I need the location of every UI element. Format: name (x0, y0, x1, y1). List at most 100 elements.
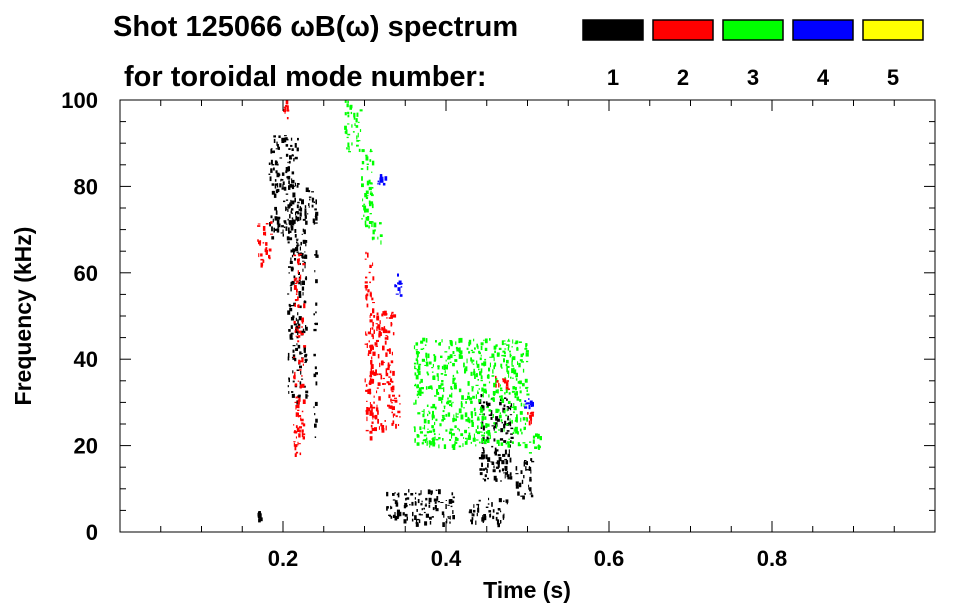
spectral-speckle (475, 444, 477, 447)
spectral-speckle (478, 399, 481, 403)
y-tick-label: 20 (74, 434, 98, 459)
spectral-speckle (304, 263, 306, 269)
spectral-speckle (481, 387, 484, 392)
spectral-speckle (285, 137, 288, 140)
spectral-speckle (392, 514, 396, 518)
spectral-speckle (484, 416, 487, 420)
spectral-speckle (417, 396, 419, 399)
spectral-speckle (313, 373, 317, 378)
spectral-speckle (274, 160, 278, 166)
legend-label: 2 (677, 65, 689, 90)
spectral-speckle (522, 417, 526, 421)
spectral-speckle (375, 345, 378, 347)
spectral-speckle (299, 351, 302, 355)
spectral-speckle (290, 266, 294, 272)
spectral-speckle (273, 193, 277, 198)
spectral-speckle (448, 362, 450, 365)
spectral-speckle (456, 348, 459, 352)
spectral-speckle (305, 327, 308, 331)
spectral-speckle (494, 431, 497, 433)
spectral-speckle (294, 444, 298, 448)
spectral-speckle (301, 286, 305, 291)
spectral-speckle (368, 340, 370, 343)
spectral-speckle (297, 213, 299, 215)
spectral-speckle (297, 304, 299, 308)
spectral-speckle (438, 437, 441, 440)
spectral-speckle (491, 502, 493, 507)
spectral-speckle (428, 440, 431, 445)
spectral-speckle (272, 218, 274, 223)
spectral-speckle (294, 258, 297, 261)
legend-item-mode-4: 4 (792, 19, 854, 90)
plot-frame (119, 99, 936, 533)
spectral-speckle (374, 342, 378, 346)
spectral-speckle (482, 425, 485, 431)
spectral-speckle (292, 380, 295, 383)
spectral-speckle (438, 433, 440, 436)
spectral-speckle (434, 395, 437, 397)
spectral-speckle (345, 129, 348, 135)
spectral-speckle (290, 157, 293, 160)
spectral-speckle (495, 389, 498, 394)
spectral-speckle (297, 380, 300, 382)
spectral-speckle (497, 523, 500, 528)
spectral-speckle (379, 332, 382, 336)
spectral-speckle (537, 448, 541, 450)
spectral-speckle (500, 395, 503, 401)
spectral-speckle (415, 351, 419, 355)
spectral-speckle (295, 326, 297, 330)
spectral-region (386, 489, 455, 527)
spectral-speckle (371, 160, 375, 166)
spectral-speckle (477, 504, 479, 508)
spectral-speckle (458, 338, 461, 341)
spectral-speckle (356, 112, 359, 117)
spectral-speckle (370, 327, 371, 333)
spectral-speckle (295, 405, 297, 410)
spectral-speckle (370, 424, 373, 428)
spectral-speckle (488, 381, 491, 384)
spectral-speckle (290, 316, 293, 321)
spectral-speckle (369, 319, 373, 323)
spectral-speckle (500, 428, 503, 433)
spectral-speckle (298, 433, 301, 438)
spectral-speckle (431, 371, 434, 373)
spectral-speckle (480, 368, 483, 373)
spectral-speckle (273, 167, 275, 171)
spectral-speckle (418, 387, 422, 390)
spectral-speckle (473, 433, 475, 439)
spectral-speckle (416, 353, 418, 359)
spectral-speckle (482, 393, 484, 398)
spectral-speckle (415, 399, 417, 405)
spectral-speckle (365, 389, 368, 392)
spectral-speckle (460, 355, 463, 359)
spectral-speckle (515, 378, 518, 381)
spectral-speckle (348, 146, 350, 151)
spectral-speckle (285, 153, 289, 157)
y-axis-label: Frequency (kHz) (10, 227, 36, 406)
spectral-speckle (294, 371, 296, 377)
spectral-speckle (380, 375, 383, 380)
spectral-speckle (370, 412, 374, 415)
spectral-speckle (296, 427, 300, 432)
spectral-speckle (498, 498, 502, 503)
spectral-speckle (489, 356, 493, 358)
spectral-speckle (413, 426, 416, 429)
spectral-speckle (297, 312, 299, 316)
spectral-speckle (400, 286, 403, 288)
spectral-speckle (387, 506, 389, 509)
spectral-speckle (415, 358, 418, 361)
spectral-speckle (451, 433, 453, 439)
spectral-speckle (497, 508, 501, 511)
spectral-speckle (268, 162, 271, 165)
spectral-speckle (291, 391, 294, 393)
spectral-speckle (417, 370, 419, 373)
spectral-speckle (432, 410, 434, 416)
spectral-speckle (483, 434, 485, 437)
spectral-speckle (498, 382, 500, 388)
spectral-speckle (389, 352, 391, 354)
legend-swatch (582, 19, 644, 41)
spectral-speckle (503, 343, 507, 345)
spectral-speckle (416, 434, 419, 436)
spectral-speckle (367, 289, 370, 293)
spectral-speckle (470, 441, 472, 444)
